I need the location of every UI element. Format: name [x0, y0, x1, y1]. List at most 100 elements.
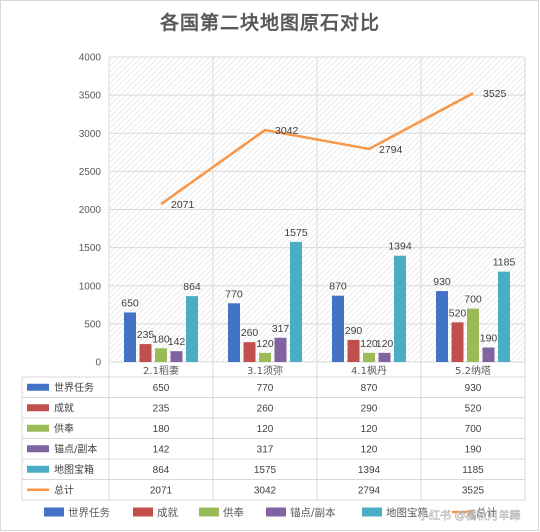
bar: [347, 339, 360, 362]
table-cell: 317: [257, 444, 274, 455]
bar: [243, 342, 256, 362]
table-row-label: 供奉: [54, 422, 74, 435]
table-cell: 120: [361, 444, 378, 455]
bar: [498, 271, 510, 362]
line-data-label: 3525: [483, 88, 507, 100]
bar: [259, 352, 271, 362]
table-row-label: 锚点/副本: [54, 442, 97, 455]
legend-label: 世界任务: [68, 506, 110, 519]
category-label: 2.1稻妻: [143, 364, 179, 377]
bar: [274, 337, 287, 362]
legend-label: 总计: [476, 506, 497, 519]
y-tick-label: 3500: [79, 91, 102, 102]
bar-data-label: 142: [168, 336, 186, 348]
bar-data-label: 650: [121, 297, 139, 309]
table-key-swatch: [27, 465, 49, 473]
line-data-label: 3042: [275, 125, 299, 137]
bar-data-label: 770: [225, 288, 243, 300]
bar-data-label: 1185: [493, 257, 516, 269]
bar-data-label: 120: [360, 338, 378, 350]
line-data-label: 2794: [379, 144, 403, 156]
legend-swatch: [44, 507, 64, 517]
table-cell: 864: [153, 465, 170, 476]
table-cell: 120: [257, 424, 274, 435]
bar: [378, 352, 391, 362]
table-cell: 235: [153, 403, 170, 414]
bar: [170, 351, 183, 362]
bar: [332, 295, 344, 362]
bar: [467, 308, 479, 362]
table-cell: 770: [257, 383, 274, 394]
bar: [482, 347, 495, 362]
table-cell: 1575: [254, 465, 277, 476]
bar-data-label: 260: [241, 327, 259, 339]
legend-label: 成就: [157, 506, 178, 519]
legend-swatch: [133, 507, 153, 517]
bar: [394, 255, 406, 362]
table-row-label: 世界任务: [54, 381, 94, 394]
y-tick-label: 2500: [79, 167, 102, 178]
bar-data-label: 235: [137, 329, 155, 341]
table-cell: 650: [153, 383, 170, 394]
table-cell: 870: [361, 383, 378, 394]
bar-data-label: 290: [345, 325, 363, 337]
bar: [228, 303, 240, 362]
table-cell: 2794: [358, 485, 381, 496]
bar-data-label: 870: [329, 281, 347, 293]
category-label: 3.1须弥: [247, 364, 283, 377]
table-cell: 1185: [462, 465, 484, 476]
table-cell: 2071: [150, 485, 173, 496]
bar: [186, 296, 198, 362]
y-tick-label: 3000: [79, 129, 102, 140]
bar-data-label: 1394: [388, 241, 412, 253]
bar: [363, 352, 375, 362]
bar-data-label: 317: [272, 323, 290, 335]
bar-data-label: 1575: [284, 227, 308, 239]
legend-swatch: [199, 507, 219, 517]
bar-data-label: 864: [183, 281, 201, 293]
bar: [436, 291, 448, 362]
legend-swatch: [362, 507, 382, 517]
bar: [451, 322, 464, 362]
bar: [155, 348, 167, 362]
legend-label: 供奉: [223, 506, 244, 519]
line-data-label: 2071: [171, 199, 195, 211]
table-cell: 3525: [462, 485, 485, 496]
y-tick-label: 0: [95, 358, 101, 369]
table-row-label: 总计: [54, 483, 74, 496]
table-cell: 3042: [254, 485, 277, 496]
table-cell: 700: [465, 424, 482, 435]
bar-data-label: 930: [433, 276, 451, 288]
category-label: 5.2纳塔: [455, 364, 491, 377]
y-tick-label: 1000: [79, 281, 102, 292]
bar-data-label: 700: [464, 294, 482, 306]
bar: [124, 312, 136, 362]
bar-data-label: 180: [152, 333, 170, 345]
table-cell: 190: [465, 444, 482, 455]
table-key-swatch: [27, 424, 49, 432]
watermark-text: 小红书 @橘秋月羊蹄: [418, 508, 521, 522]
y-tick-label: 4000: [79, 53, 102, 64]
y-tick-label: 1500: [79, 243, 102, 254]
table-cell: 520: [465, 403, 482, 414]
bar-data-label: 120: [376, 338, 394, 350]
table-cell: 1394: [358, 465, 381, 476]
y-tick-label: 500: [84, 319, 101, 330]
bar-data-label: 120: [256, 338, 274, 350]
table-cell: 120: [361, 424, 378, 435]
table-cell: 142: [153, 444, 170, 455]
table-key-swatch: [27, 383, 49, 391]
legend-swatch: [266, 507, 286, 517]
category-label: 4.1枫丹: [351, 364, 387, 377]
table-cell: 260: [257, 403, 274, 414]
bar: [139, 344, 152, 362]
total-line: [160, 92, 474, 206]
table-row-label: 成就: [54, 401, 74, 414]
table-key-swatch: [27, 404, 49, 412]
table-cell: 290: [361, 403, 378, 414]
legend-label: 锚点/副本: [290, 506, 336, 519]
table-key-swatch: [27, 445, 49, 453]
table-cell: 180: [153, 424, 170, 435]
